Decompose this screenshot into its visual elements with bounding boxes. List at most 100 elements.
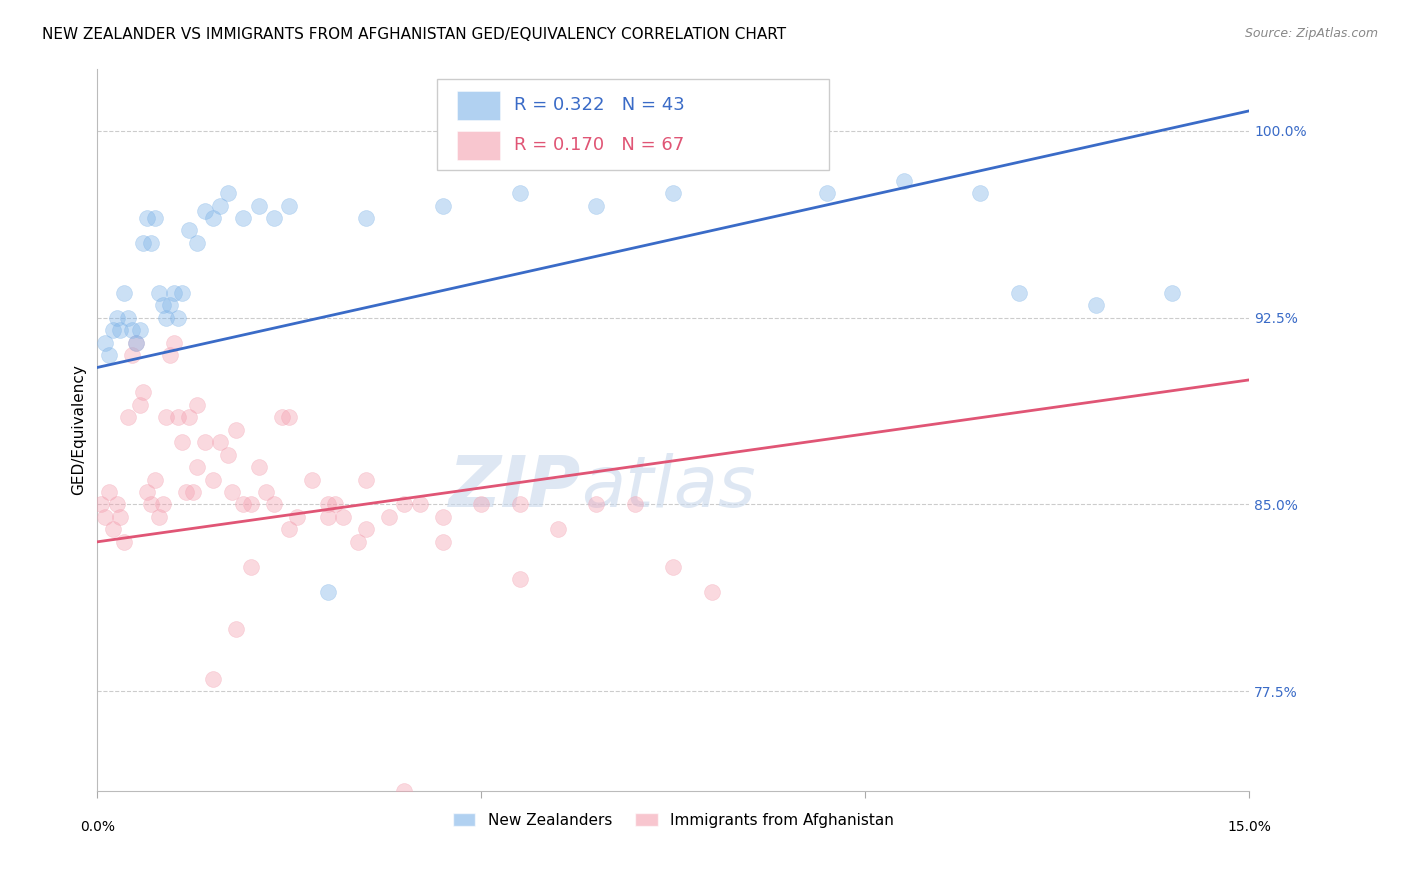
Point	[201, 473, 224, 487]
Point	[97, 485, 120, 500]
Point	[105, 310, 128, 325]
Point	[209, 198, 232, 212]
Point	[432, 509, 454, 524]
Text: R = 0.170   N = 67: R = 0.170 N = 67	[515, 136, 685, 154]
Point	[128, 398, 150, 412]
Text: 15.0%: 15.0%	[1227, 820, 1271, 834]
Point	[509, 186, 531, 200]
Point	[232, 211, 254, 225]
Text: atlas: atlas	[581, 453, 756, 522]
Point	[585, 498, 607, 512]
Point	[225, 423, 247, 437]
Point	[278, 522, 301, 536]
Point	[378, 509, 401, 524]
Point	[152, 298, 174, 312]
Point	[194, 203, 217, 218]
Point	[394, 784, 416, 798]
Point	[136, 485, 159, 500]
Point	[110, 509, 132, 524]
Point	[547, 522, 569, 536]
Point	[117, 410, 139, 425]
Point	[893, 173, 915, 187]
Point	[159, 298, 181, 312]
Point	[121, 323, 143, 337]
Point	[139, 235, 162, 250]
Point	[316, 509, 339, 524]
Point	[159, 348, 181, 362]
Point	[183, 485, 205, 500]
Point	[194, 435, 217, 450]
Point	[509, 498, 531, 512]
Point	[186, 398, 208, 412]
Point	[170, 435, 193, 450]
Point	[354, 211, 377, 225]
Point	[354, 473, 377, 487]
Point	[217, 186, 239, 200]
Point	[585, 198, 607, 212]
Legend: New Zealanders, Immigrants from Afghanistan: New Zealanders, Immigrants from Afghanis…	[447, 806, 900, 834]
Point	[105, 498, 128, 512]
Point	[94, 509, 117, 524]
Point	[148, 285, 170, 300]
Point	[94, 335, 117, 350]
Text: NEW ZEALANDER VS IMMIGRANTS FROM AFGHANISTAN GED/EQUIVALENCY CORRELATION CHART: NEW ZEALANDER VS IMMIGRANTS FROM AFGHANI…	[42, 27, 786, 42]
Point	[201, 211, 224, 225]
Point	[815, 186, 838, 200]
Point	[221, 485, 243, 500]
Point	[128, 323, 150, 337]
Point	[217, 448, 239, 462]
Point	[110, 323, 132, 337]
Point	[432, 534, 454, 549]
Point	[394, 498, 416, 512]
Text: Source: ZipAtlas.com: Source: ZipAtlas.com	[1244, 27, 1378, 40]
Point	[174, 485, 197, 500]
Point	[432, 198, 454, 212]
Point	[179, 223, 201, 237]
Point	[155, 310, 177, 325]
Point	[232, 498, 254, 512]
Point	[316, 498, 339, 512]
Point	[179, 410, 201, 425]
Point	[167, 410, 190, 425]
Point	[325, 498, 347, 512]
Point	[186, 460, 208, 475]
Point	[332, 509, 354, 524]
Point	[167, 310, 190, 325]
Point	[278, 198, 301, 212]
Point	[247, 198, 270, 212]
Point	[163, 335, 186, 350]
Point	[662, 559, 685, 574]
Point	[247, 460, 270, 475]
Point	[125, 335, 148, 350]
Point	[624, 498, 647, 512]
Point	[112, 285, 135, 300]
Point	[209, 435, 232, 450]
Point	[148, 509, 170, 524]
Point	[136, 211, 159, 225]
Point	[263, 211, 285, 225]
Point	[132, 385, 155, 400]
Point	[347, 534, 370, 549]
Point	[132, 235, 155, 250]
Point	[155, 410, 177, 425]
Point	[186, 235, 208, 250]
Point	[163, 285, 186, 300]
Point	[278, 410, 301, 425]
Point	[139, 498, 162, 512]
Point	[101, 522, 124, 536]
Point	[509, 572, 531, 586]
Point	[101, 323, 124, 337]
Point	[125, 335, 148, 350]
Point	[117, 310, 139, 325]
Point	[239, 559, 262, 574]
Point	[1161, 285, 1184, 300]
Point	[316, 584, 339, 599]
Point	[1008, 285, 1031, 300]
Text: 0.0%: 0.0%	[80, 820, 115, 834]
Point	[662, 186, 685, 200]
Point	[969, 186, 991, 200]
Text: ZIP: ZIP	[449, 453, 581, 522]
Point	[143, 473, 166, 487]
FancyBboxPatch shape	[437, 79, 828, 169]
Point	[354, 522, 377, 536]
